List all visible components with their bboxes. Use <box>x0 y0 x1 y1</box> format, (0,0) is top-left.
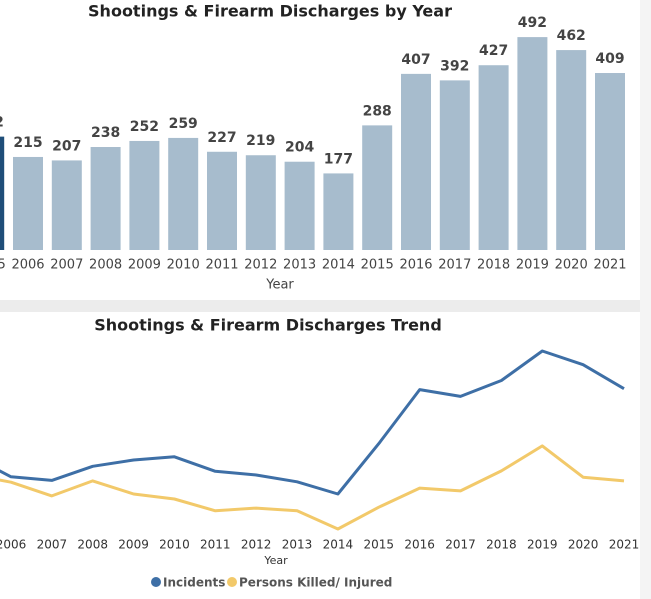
x-tick-label: 2013 <box>282 538 313 552</box>
bar <box>362 125 393 250</box>
x-tick-label: 2015 <box>361 258 394 273</box>
bar <box>556 50 587 250</box>
right-edge <box>640 0 651 599</box>
x-tick-label: 2018 <box>477 258 510 273</box>
value-label: 407 <box>401 52 430 68</box>
bar <box>284 161 315 250</box>
legend-label: Persons Killed/ Injured <box>239 576 392 590</box>
bar <box>478 65 509 250</box>
value-label: 207 <box>52 138 81 154</box>
bar <box>245 155 276 250</box>
x-tick-label: 2007 <box>37 538 68 552</box>
value-label: 409 <box>595 51 624 67</box>
x-tick-label: 2020 <box>568 538 599 552</box>
value-label: 427 <box>479 43 508 59</box>
x-tick-label: 2011 <box>205 258 238 273</box>
bar <box>90 147 121 250</box>
value-label: 262 <box>0 115 4 131</box>
value-label: 227 <box>207 130 236 146</box>
bar <box>168 137 199 250</box>
bar <box>13 156 43 250</box>
x-tick-label: 2015 <box>364 538 395 552</box>
x-tick-label: 2010 <box>159 538 190 552</box>
x-tick-label: 2018 <box>486 538 517 552</box>
bar <box>323 173 354 250</box>
x-tick-label: 2019 <box>516 258 549 273</box>
x-tick-label: 2016 <box>399 258 432 273</box>
value-label: 462 <box>557 28 586 44</box>
x-tick-label: 2005 <box>0 258 6 273</box>
legend-marker <box>151 577 161 587</box>
chart-title: Shootings & Firearm Discharges by Year <box>88 2 452 21</box>
value-label: 215 <box>13 135 42 151</box>
value-label: 177 <box>324 151 353 167</box>
x-tick-label: 2011 <box>200 538 231 552</box>
bar <box>51 160 82 250</box>
value-label: 238 <box>91 125 120 141</box>
value-label: 252 <box>130 119 159 135</box>
x-tick-label: 2017 <box>445 538 476 552</box>
bar <box>439 80 470 250</box>
x-tick-label: 2021 <box>593 258 626 273</box>
x-tick-label: 2007 <box>50 258 83 273</box>
series-line <box>0 444 625 531</box>
x-tick-label: 2009 <box>128 258 161 273</box>
x-tick-label: 2006 <box>0 538 26 552</box>
bar <box>0 136 5 250</box>
chart-title: Shootings & Firearm Discharges Trend <box>94 316 442 335</box>
x-tick-label: 2008 <box>89 258 122 273</box>
value-label: 392 <box>440 58 469 74</box>
x-tick-label: 2013 <box>283 258 316 273</box>
x-axis-title: Year <box>263 554 288 567</box>
series-line <box>0 349 625 496</box>
x-tick-label: 2020 <box>555 258 588 273</box>
x-tick-label: 2017 <box>438 258 471 273</box>
x-tick-label: 2008 <box>77 538 108 552</box>
legend-label: Incidents <box>163 576 225 590</box>
bar <box>129 140 160 250</box>
x-tick-label: 2012 <box>241 538 272 552</box>
bar <box>401 73 431 250</box>
x-tick-label: 2006 <box>11 258 44 273</box>
x-tick-label: 2016 <box>404 538 435 552</box>
value-label: 492 <box>518 15 547 31</box>
x-tick-label: 2014 <box>322 258 355 273</box>
bar <box>595 73 625 250</box>
x-tick-label: 2019 <box>527 538 558 552</box>
bar <box>207 151 237 250</box>
x-axis-title: Year <box>265 278 294 293</box>
value-label: 219 <box>246 133 275 149</box>
x-tick-label: 2014 <box>323 538 354 552</box>
x-tick-label: 2021 <box>609 538 640 552</box>
bar <box>517 37 548 251</box>
x-tick-label: 2012 <box>244 258 277 273</box>
x-tick-label: 2010 <box>167 258 200 273</box>
legend-marker <box>227 577 237 587</box>
value-label: 204 <box>285 140 314 156</box>
x-tick-label: 2009 <box>118 538 149 552</box>
value-label: 288 <box>363 103 392 119</box>
value-label: 259 <box>169 116 198 132</box>
panel-separator <box>0 300 651 312</box>
